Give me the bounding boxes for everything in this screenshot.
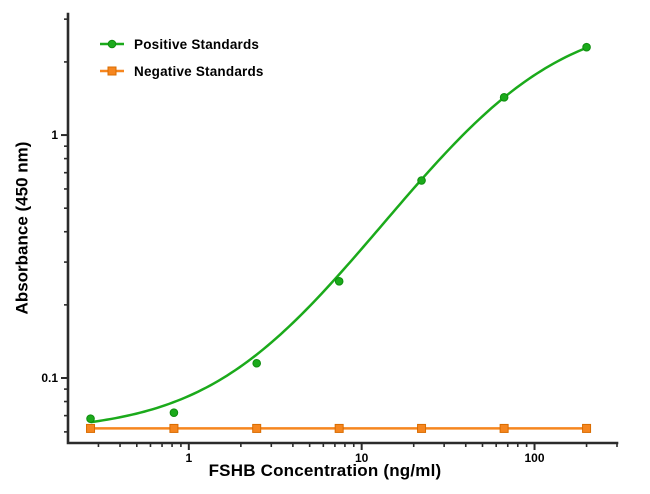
data-point-circle (334, 277, 344, 286)
data-point-square (86, 423, 96, 433)
y-axis-title-wrap: Absorbance (450 nm) (2, 0, 42, 456)
legend: Positive Standards Negative Standards (99, 34, 264, 81)
legend-item-positive-standards: Positive Standards (99, 34, 264, 54)
x-tick-label: 100 (525, 451, 545, 465)
data-point-square (417, 423, 427, 433)
data-point-square (169, 423, 179, 433)
y-tick-label: 0.1 (41, 371, 58, 385)
x-tick-label: 1 (185, 451, 192, 465)
data-point-circle (252, 358, 261, 368)
x-axis-title: FSHB Concentration (ng/ml) (208, 461, 442, 480)
legend-item-negative-standards: Negative Standards (99, 61, 264, 81)
y-tick-label: 1 (51, 128, 58, 142)
data-point-circle (582, 42, 591, 52)
axes-spines (66, 12, 619, 445)
data-point-circle (169, 408, 179, 417)
data-point-square (252, 423, 262, 433)
data-point-square (582, 423, 592, 433)
data-point-circle (417, 176, 426, 185)
legend-label: Positive Standards (134, 36, 260, 52)
series-line-positive-standards (90, 46, 588, 424)
data-point-square (334, 423, 344, 433)
x-tick-label: 10 (355, 451, 369, 465)
y-axis-title: Absorbance (450 nm) (12, 141, 32, 315)
data-point-circle (499, 93, 509, 102)
negative-standards-marker-icon (100, 66, 124, 76)
legend-label: Negative Standards (134, 63, 264, 79)
data-point-square (499, 423, 509, 433)
positive-standards-marker-icon (100, 39, 124, 49)
data-point-circle (86, 414, 95, 423)
